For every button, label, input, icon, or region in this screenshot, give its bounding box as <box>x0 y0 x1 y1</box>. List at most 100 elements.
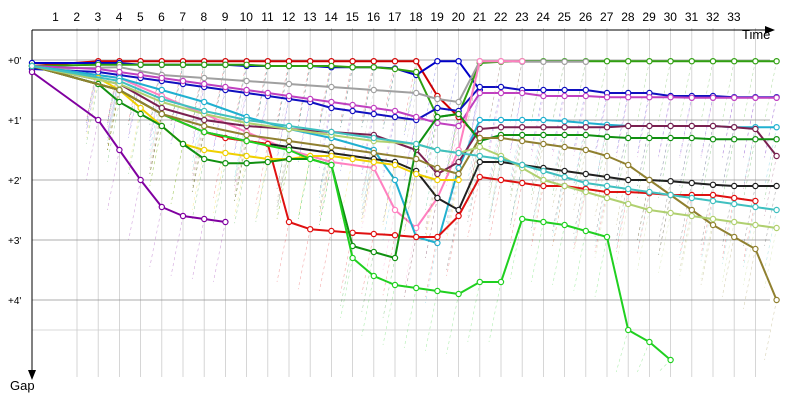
data-point <box>370 63 377 71</box>
data-point <box>137 110 144 118</box>
data-point <box>561 131 568 139</box>
data-point <box>328 104 335 112</box>
series-dropline <box>234 140 247 202</box>
data-point <box>561 86 568 94</box>
x-tick-label: 28 <box>621 10 635 24</box>
x-tick-label: 20 <box>452 10 466 24</box>
data-point <box>667 134 674 142</box>
data-point <box>709 215 717 223</box>
series-dropline <box>658 61 671 122</box>
series-dropline <box>552 61 565 122</box>
data-point <box>158 122 165 130</box>
series-dropline <box>128 74 141 136</box>
series-dropline <box>170 83 184 145</box>
series-dropline <box>446 110 459 172</box>
data-point <box>285 92 293 100</box>
data-point <box>540 116 547 124</box>
series-dropline <box>446 61 459 122</box>
data-point <box>519 137 526 145</box>
data-point <box>200 74 208 82</box>
series-dropline <box>446 215 459 277</box>
data-point <box>667 122 674 130</box>
data-point <box>476 134 483 142</box>
x-tick-label: 25 <box>558 10 572 24</box>
data-point <box>752 197 759 205</box>
data-point <box>243 137 250 145</box>
data-point <box>413 113 420 121</box>
data-point <box>200 107 208 115</box>
data-point <box>773 224 780 232</box>
data-point <box>476 89 483 97</box>
series-dropline <box>721 221 735 283</box>
data-point <box>137 104 144 112</box>
series-dropline <box>446 152 459 214</box>
series-dropline <box>107 89 120 151</box>
series-dropline <box>467 61 481 122</box>
series-dropline <box>255 161 269 223</box>
data-point <box>391 176 399 184</box>
data-point <box>391 206 399 214</box>
series-dropline <box>340 67 353 128</box>
y-tick-label: +0' <box>8 56 21 67</box>
series-dropline <box>234 116 247 178</box>
series-dropline <box>679 194 693 256</box>
data-point <box>370 86 377 94</box>
series-dropline <box>382 68 396 130</box>
series-dropline <box>764 209 777 271</box>
series-dropline <box>446 173 459 235</box>
data-point <box>476 158 483 166</box>
data-point <box>540 140 547 148</box>
series-dropline <box>191 131 205 193</box>
series-dropline <box>488 155 502 217</box>
data-point <box>28 68 36 76</box>
series-dropline <box>170 143 184 205</box>
series-dropline <box>297 61 311 122</box>
series-dropline <box>552 224 565 286</box>
data-point <box>497 116 505 124</box>
data-point <box>582 227 590 235</box>
data-point <box>179 140 187 148</box>
series-dropline <box>85 119 99 181</box>
series-line <box>31 65 777 259</box>
series-dropline <box>425 98 438 160</box>
series-dropline <box>319 107 332 169</box>
series-dropline <box>531 61 544 122</box>
series-10 <box>28 62 780 271</box>
x-tick-label: 24 <box>536 10 550 24</box>
series-dropline <box>658 125 671 187</box>
data-point <box>731 58 738 65</box>
data-point <box>179 61 187 69</box>
series-dropline <box>382 284 396 346</box>
series-dropline <box>234 80 247 142</box>
series-dropline <box>107 83 120 145</box>
x-tick-label: 18 <box>409 10 423 24</box>
series-dropline <box>700 218 714 280</box>
series-dropline <box>255 143 269 205</box>
data-point <box>709 197 717 205</box>
x-tick-label: 16 <box>367 10 381 24</box>
series-dropline <box>319 67 332 128</box>
data-point <box>646 176 653 184</box>
series-dropline <box>552 61 565 122</box>
data-point <box>773 123 780 131</box>
data-point <box>731 123 738 131</box>
series-dropline <box>615 203 629 265</box>
series-dropline <box>149 64 163 125</box>
series-dropline <box>721 185 735 247</box>
data-point <box>200 128 208 136</box>
series-dropline <box>107 149 120 211</box>
series-dropline <box>361 161 375 223</box>
data-point <box>582 188 590 196</box>
data-point <box>307 95 314 103</box>
series-dropline <box>382 116 396 178</box>
series-dropline <box>340 245 353 307</box>
data-point <box>667 58 674 65</box>
series-dropline <box>573 182 587 244</box>
series-dropline <box>234 140 247 202</box>
series-dropline <box>149 95 163 157</box>
data-point <box>731 135 738 143</box>
data-point <box>307 225 314 233</box>
data-point <box>731 218 738 226</box>
data-point <box>370 164 377 172</box>
